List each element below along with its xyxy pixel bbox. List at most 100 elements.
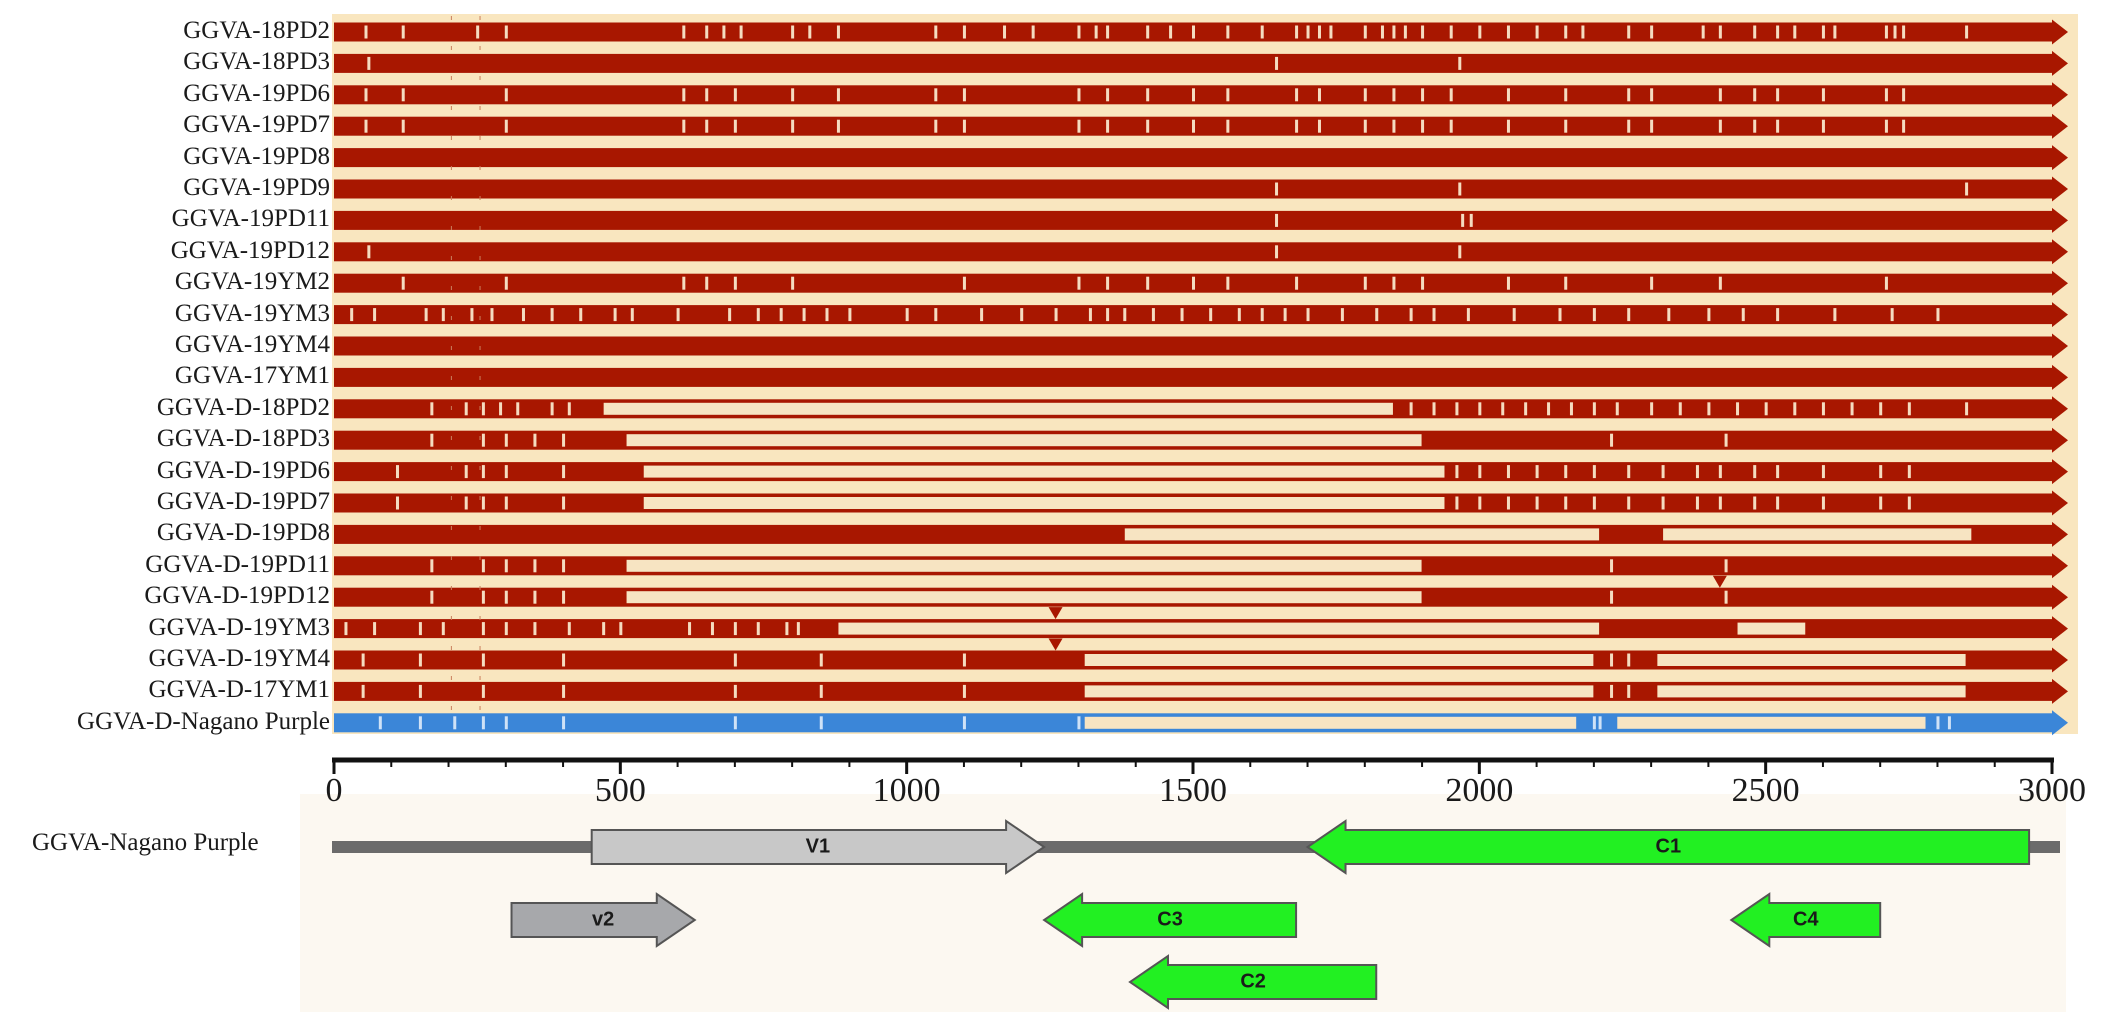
track-arrowhead xyxy=(2052,553,2068,579)
variant-tick xyxy=(825,308,829,322)
sequence-label: GGVA-18PD3 xyxy=(183,48,330,76)
variant-tick xyxy=(1524,402,1528,416)
variant-tick xyxy=(1764,402,1768,416)
variant-tick xyxy=(373,308,377,322)
axis-tick-label: 1500 xyxy=(1159,772,1227,809)
variant-tick xyxy=(962,119,966,133)
variant-tick xyxy=(934,119,938,133)
variant-tick xyxy=(1478,402,1482,416)
variant-tick xyxy=(1306,25,1310,39)
variant-tick xyxy=(934,88,938,102)
variant-tick xyxy=(1020,308,1024,322)
variant-tick xyxy=(1753,465,1757,479)
sequence-label: GGVA-D-19PD11 xyxy=(145,550,330,578)
variant-tick xyxy=(1592,308,1596,322)
variant-tick xyxy=(1094,25,1098,39)
variant-tick xyxy=(1088,308,1092,322)
sequence-track xyxy=(334,364,2068,390)
variant-tick xyxy=(1466,308,1470,322)
variant-tick xyxy=(1123,308,1127,322)
variant-tick xyxy=(1317,88,1321,102)
variant-tick xyxy=(1535,496,1539,510)
variant-tick xyxy=(1884,276,1888,290)
gene-arrow xyxy=(590,819,1046,875)
variant-tick xyxy=(401,276,405,290)
sequence-track xyxy=(334,333,2068,359)
variant-tick xyxy=(1741,308,1745,322)
track-bar xyxy=(334,305,2052,325)
variant-tick xyxy=(1724,433,1728,447)
variant-tick xyxy=(1821,402,1825,416)
variant-tick xyxy=(567,622,571,636)
variant-tick xyxy=(1884,88,1888,102)
variant-tick xyxy=(464,465,468,479)
gene-label: V1 xyxy=(805,835,831,858)
variant-tick xyxy=(1392,276,1396,290)
variant-tick xyxy=(562,684,566,698)
variant-tick xyxy=(1226,25,1230,39)
variant-tick xyxy=(836,88,840,102)
variant-tick xyxy=(344,622,348,636)
alignment-tracks xyxy=(334,16,2068,736)
variant-tick xyxy=(1317,119,1321,133)
variant-tick xyxy=(1793,402,1797,416)
gap-region xyxy=(602,401,1394,416)
insertion-marker xyxy=(1048,607,1063,620)
variant-tick xyxy=(1461,213,1465,227)
variant-tick xyxy=(1458,182,1462,196)
variant-tick xyxy=(808,25,812,39)
variant-tick xyxy=(516,402,520,416)
variant-tick xyxy=(962,25,966,39)
variant-tick xyxy=(1478,25,1482,39)
position-axis xyxy=(332,757,2054,774)
variant-tick xyxy=(504,559,508,573)
variant-tick xyxy=(499,402,503,416)
variant-tick xyxy=(562,496,566,510)
variant-tick xyxy=(1695,496,1699,510)
variant-tick xyxy=(430,402,434,416)
variant-tick xyxy=(1146,25,1150,39)
variant-tick xyxy=(1907,465,1911,479)
variant-tick xyxy=(1793,25,1797,39)
track-arrowhead xyxy=(2052,176,2068,202)
variant-tick xyxy=(1821,25,1825,39)
variant-tick xyxy=(962,88,966,102)
variant-tick xyxy=(1879,465,1883,479)
variant-tick xyxy=(504,433,508,447)
variant-tick xyxy=(504,119,508,133)
variant-tick xyxy=(1077,716,1081,730)
variant-tick xyxy=(1615,402,1619,416)
track-arrowhead xyxy=(2052,19,2068,45)
sequence-track xyxy=(334,50,2068,76)
sequence-track xyxy=(334,302,2068,328)
variant-tick xyxy=(1610,433,1614,447)
genome-map xyxy=(332,819,2060,1010)
variant-tick xyxy=(733,88,737,102)
variant-tick xyxy=(562,590,566,604)
variant-tick xyxy=(441,622,445,636)
variant-tick xyxy=(791,119,795,133)
variant-tick xyxy=(350,308,354,322)
variant-tick xyxy=(481,590,485,604)
variant-tick xyxy=(464,402,468,416)
sequence-label: GGVA-19PD9 xyxy=(183,174,330,201)
gap-region xyxy=(1083,653,1595,667)
track-arrowhead xyxy=(2052,302,2068,328)
variant-tick xyxy=(962,653,966,667)
variant-tick xyxy=(504,276,508,290)
variant-tick xyxy=(1380,25,1384,39)
sequence-track xyxy=(334,176,2068,202)
variant-tick xyxy=(1455,496,1459,510)
variant-tick xyxy=(785,622,789,636)
variant-tick xyxy=(836,25,840,39)
variant-tick xyxy=(1965,182,1969,196)
variant-tick xyxy=(481,496,485,510)
variant-tick xyxy=(1592,465,1596,479)
variant-tick xyxy=(1192,25,1195,39)
variant-tick xyxy=(934,308,938,322)
gap-region xyxy=(625,590,1423,605)
variant-tick xyxy=(1340,308,1344,322)
variant-tick xyxy=(1409,402,1413,416)
variant-tick xyxy=(1226,276,1230,290)
variant-tick xyxy=(710,622,714,636)
